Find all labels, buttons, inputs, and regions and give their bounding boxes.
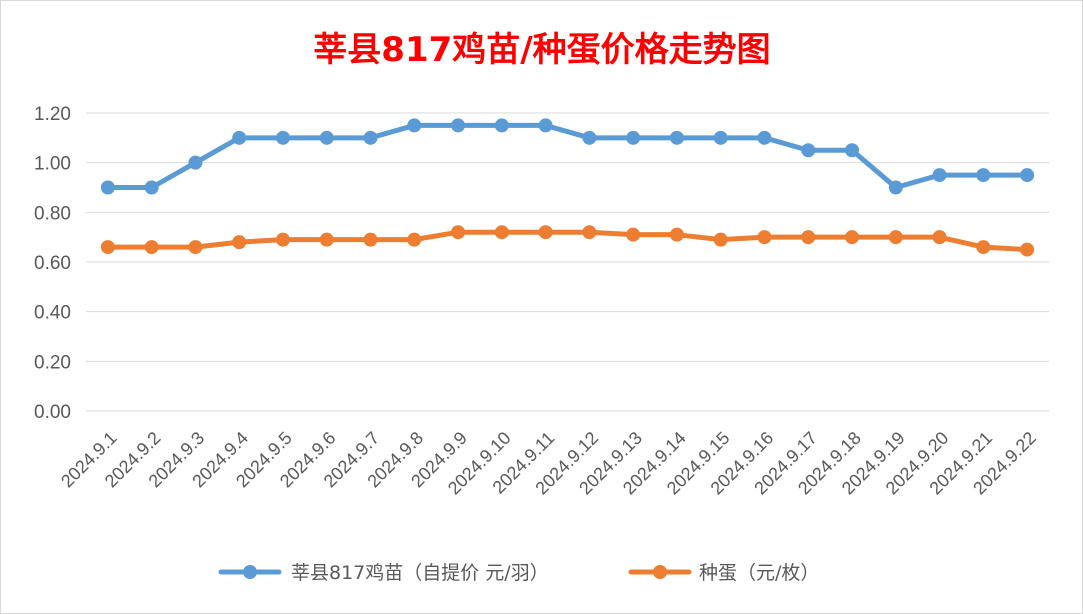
data-point-1 bbox=[100, 240, 115, 255]
data-point-0 bbox=[275, 130, 290, 145]
data-point-0 bbox=[888, 180, 903, 195]
data-point-0 bbox=[232, 130, 247, 145]
legend-label-0: 莘县817鸡苗（自提价 元/羽） bbox=[291, 562, 549, 584]
data-point-1 bbox=[407, 232, 422, 247]
data-point-0 bbox=[100, 180, 115, 195]
y-tick-label: 0.40 bbox=[34, 303, 71, 324]
data-point-0 bbox=[407, 118, 422, 133]
data-point-1 bbox=[757, 230, 772, 245]
data-point-1 bbox=[976, 240, 991, 255]
data-point-1 bbox=[582, 225, 597, 240]
data-point-0 bbox=[845, 143, 860, 158]
x-axis-ticks: 2024.9.12024.9.22024.9.32024.9.42024.9.5… bbox=[57, 428, 1040, 499]
data-point-1 bbox=[713, 232, 728, 247]
data-point-1 bbox=[845, 230, 860, 245]
legend-label-1: 种蛋（元/枚） bbox=[699, 562, 819, 584]
data-point-1 bbox=[451, 225, 466, 240]
gridlines bbox=[86, 112, 1049, 412]
data-point-1 bbox=[669, 227, 684, 242]
data-point-0 bbox=[494, 118, 509, 133]
data-point-0 bbox=[1020, 168, 1035, 183]
data-point-1 bbox=[319, 232, 334, 247]
data-point-1 bbox=[188, 240, 203, 255]
y-tick-label: 1.20 bbox=[34, 104, 71, 125]
series-line-1 bbox=[105, 229, 1030, 253]
data-point-0 bbox=[144, 180, 159, 195]
data-point-0 bbox=[626, 130, 641, 145]
data-point-0 bbox=[669, 130, 684, 145]
data-point-0 bbox=[713, 130, 728, 145]
data-point-1 bbox=[932, 230, 947, 245]
data-point-1 bbox=[1020, 242, 1035, 257]
y-tick-label: 0.60 bbox=[34, 253, 71, 274]
data-point-0 bbox=[188, 155, 203, 170]
series-layer bbox=[100, 118, 1035, 257]
data-point-1 bbox=[888, 230, 903, 245]
data-point-1 bbox=[363, 232, 378, 247]
data-point-0 bbox=[319, 130, 334, 145]
data-point-0 bbox=[451, 118, 466, 133]
data-point-1 bbox=[144, 240, 159, 255]
data-point-1 bbox=[801, 230, 816, 245]
data-point-0 bbox=[976, 168, 991, 183]
y-tick-label: 0.80 bbox=[34, 203, 71, 224]
series-line-0 bbox=[105, 122, 1030, 190]
y-tick-label: 0.00 bbox=[34, 402, 71, 423]
legend: 莘县817鸡苗（自提价 元/羽） 种蛋（元/枚） bbox=[218, 562, 819, 584]
y-axis-ticks: 0.00 0.20 0.40 0.60 0.80 1.00 1.20 bbox=[34, 104, 71, 423]
data-point-1 bbox=[275, 232, 290, 247]
y-tick-label: 0.20 bbox=[34, 352, 71, 373]
data-point-0 bbox=[932, 168, 947, 183]
data-point-1 bbox=[494, 225, 509, 240]
data-point-1 bbox=[232, 235, 247, 250]
legend-marker-0 bbox=[243, 565, 257, 579]
data-point-1 bbox=[538, 225, 553, 240]
data-point-1 bbox=[626, 227, 641, 242]
data-point-0 bbox=[757, 130, 772, 145]
data-point-0 bbox=[363, 130, 378, 145]
data-point-0 bbox=[801, 143, 816, 158]
data-point-0 bbox=[582, 130, 597, 145]
chart-title: 莘县817鸡苗/种蛋价格走势图 bbox=[313, 30, 770, 70]
y-tick-label: 1.00 bbox=[34, 154, 71, 175]
data-point-0 bbox=[538, 118, 553, 133]
legend-marker-1 bbox=[653, 565, 667, 579]
